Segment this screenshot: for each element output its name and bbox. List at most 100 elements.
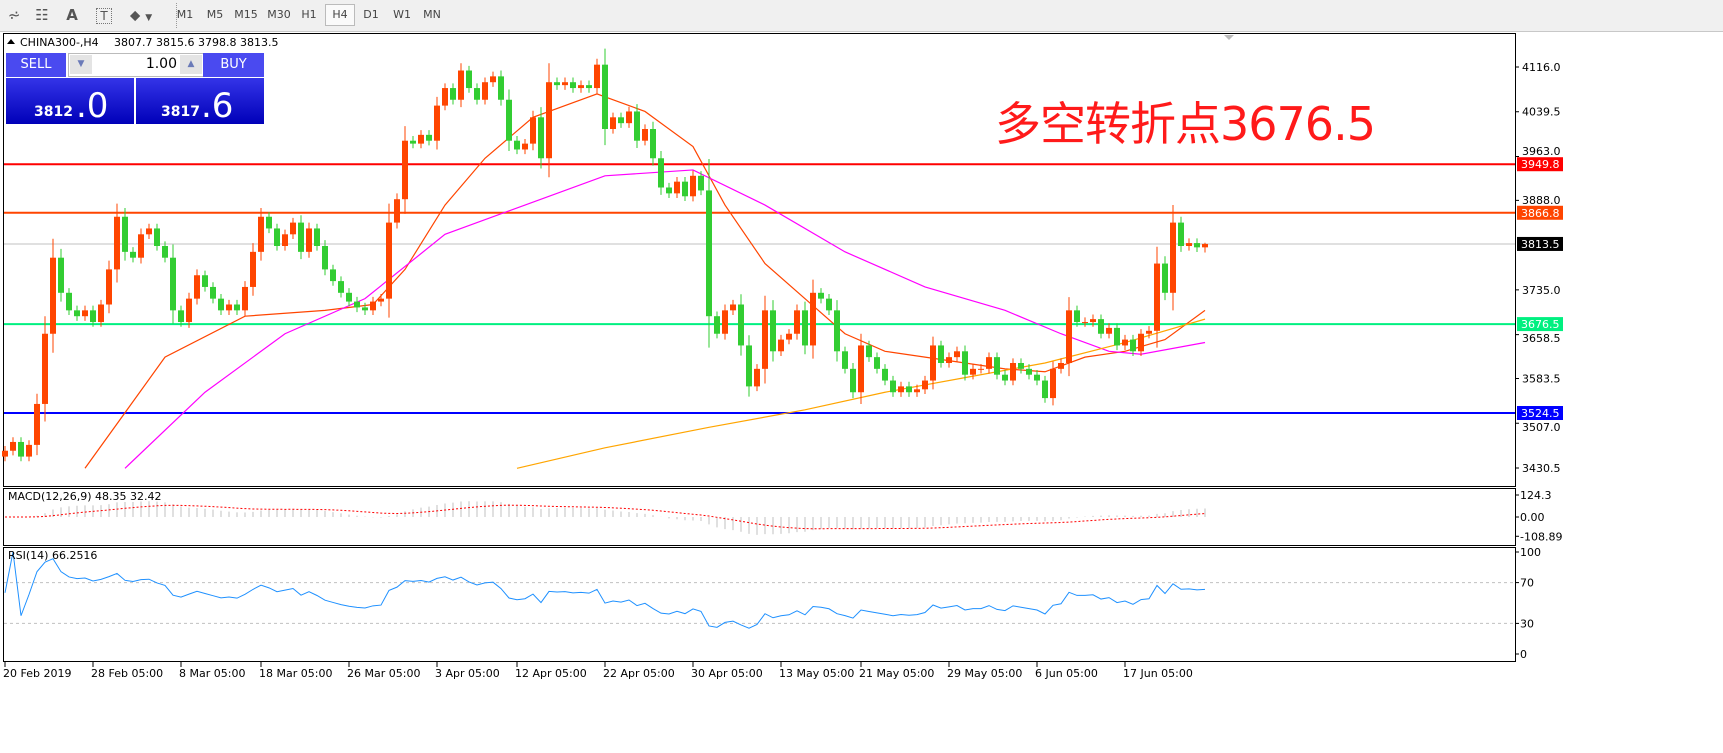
price-tick-label: 3583.5 (1522, 372, 1561, 385)
tab-w1[interactable]: W1 (393, 8, 411, 21)
candle (162, 241, 168, 263)
time-tick-label: 22 Apr 05:00 (603, 667, 675, 680)
candle-body (178, 310, 184, 323)
chart-shift-marker[interactable] (1224, 35, 1234, 40)
candle-body (234, 304, 240, 311)
tab-d1[interactable]: D1 (363, 8, 379, 21)
candle-body (1106, 327, 1112, 334)
candle (818, 288, 824, 304)
candle-body (770, 310, 776, 352)
candle (1074, 305, 1080, 327)
sell-price-button[interactable]: 3812 .0 (6, 78, 134, 126)
candle-body (434, 105, 440, 141)
lot-size-value[interactable]: 1.00 (145, 56, 177, 72)
candle-body (58, 257, 64, 293)
candle (562, 77, 568, 90)
candle-body (954, 351, 960, 358)
candle (578, 80, 584, 93)
candle (634, 104, 640, 149)
candle-body (386, 222, 392, 299)
candle-body (874, 357, 880, 369)
sell-button[interactable]: SELL (6, 53, 66, 77)
candle-body (754, 368, 760, 387)
candle (482, 77, 488, 105)
candle (338, 276, 344, 298)
candle (522, 138, 528, 155)
collapse-triangle-icon[interactable] (7, 39, 15, 44)
candle (658, 150, 664, 195)
candle (1082, 317, 1088, 327)
price-tick-label: 3888.0 (1522, 194, 1561, 207)
candle (610, 112, 616, 134)
candle-body (650, 129, 656, 159)
candle (42, 316, 48, 422)
moving-average-line-ma_mid (124, 169, 1206, 469)
candle (706, 158, 712, 348)
candle-body (1202, 243, 1208, 248)
candle (154, 223, 160, 251)
candle-body (546, 82, 552, 159)
time-tick-label: 3 Apr 05:00 (435, 667, 500, 680)
macd-tick-label: 0.00 (1520, 511, 1545, 524)
tab-m15[interactable]: M15 (234, 8, 258, 21)
candle (458, 63, 464, 108)
tab-mn[interactable]: MN (423, 8, 441, 21)
text-label-icon[interactable]: A (66, 6, 78, 24)
candle (730, 299, 736, 316)
candle-body (290, 222, 296, 235)
arrows-dropdown-button[interactable]: ⬥ ▼ (124, 4, 158, 26)
main-panel-frame (3, 33, 1516, 487)
candle (842, 346, 848, 374)
candle-body (442, 88, 448, 106)
time-tick-label: 26 Mar 05:00 (347, 667, 420, 680)
tab-m30[interactable]: M30 (267, 8, 291, 21)
candle-body (986, 357, 992, 369)
candle-body (154, 228, 160, 246)
candle (1098, 314, 1104, 339)
text-box-icon[interactable]: T (96, 8, 112, 24)
candle (242, 281, 248, 317)
price-line-tag (1517, 406, 1563, 421)
candle-body (946, 357, 952, 363)
fibonacci-fan-icon[interactable]: ☷ (35, 6, 49, 24)
candle-body (1050, 368, 1056, 399)
candle (906, 381, 912, 397)
candle (250, 243, 256, 296)
buy-button[interactable]: BUY (203, 53, 264, 77)
candle (514, 136, 520, 155)
tab-h4[interactable]: H4 (325, 4, 355, 26)
candle-body (26, 444, 32, 457)
candle-body (842, 351, 848, 369)
tab-h1[interactable]: H1 (301, 8, 317, 21)
candle (466, 65, 472, 93)
candle (498, 70, 504, 106)
candle (50, 238, 56, 353)
candle-body (674, 181, 680, 194)
price-line-tag (1517, 236, 1563, 251)
sell-price-main: 3812 (34, 104, 73, 120)
candle-body (658, 158, 664, 188)
time-tick-label: 18 Mar 05:00 (259, 667, 332, 680)
buy-price-button[interactable]: 3817 .6 (136, 78, 264, 126)
candle (490, 71, 496, 87)
candle-body (522, 143, 528, 150)
lot-size-input[interactable]: ▼ 1.00 ▲ (68, 53, 204, 77)
tab-m1[interactable]: M1 (176, 8, 194, 21)
candle-body (578, 85, 584, 89)
lot-increase-button[interactable]: ▲ (180, 55, 202, 74)
candle (450, 83, 456, 105)
candle-body (802, 310, 808, 346)
elliott-wave-icon[interactable]: ⩫ (7, 6, 21, 24)
candle-body (1138, 333, 1144, 352)
candle (1026, 364, 1032, 380)
candle (474, 83, 480, 105)
lot-decrease-button[interactable]: ▼ (70, 55, 92, 74)
candle (426, 130, 432, 146)
price-tick-label: 4039.5 (1522, 106, 1561, 119)
tab-m5[interactable]: M5 (206, 8, 224, 21)
macd-tick-label: 124.3 (1520, 489, 1552, 502)
candle-body (1130, 339, 1136, 352)
candle-body (786, 333, 792, 340)
candle (1138, 329, 1144, 356)
